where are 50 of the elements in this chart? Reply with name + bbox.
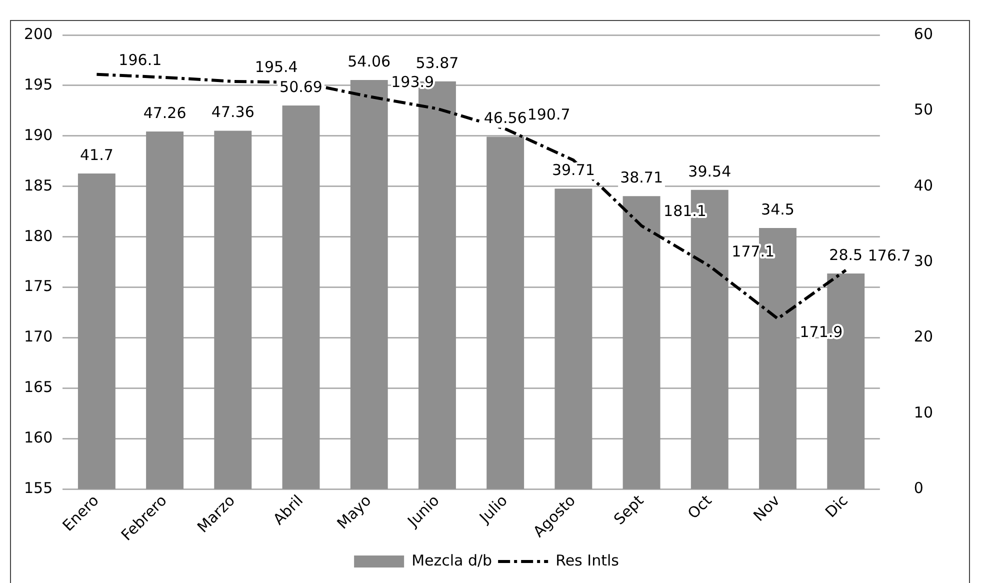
y-tick-label: 180 <box>24 226 53 245</box>
y2-tick-label: 50 <box>914 100 934 119</box>
data-label: 34.5 <box>761 200 794 218</box>
y-tick-label: 200 <box>24 24 53 43</box>
data-label: 39.71 <box>552 160 595 179</box>
y-tick-label: 155 <box>24 479 53 498</box>
data-label: 54.06 <box>348 52 391 70</box>
data-label: 28.5 <box>829 246 863 264</box>
data-label: 47.26 <box>143 104 186 122</box>
data-label: 38.71 <box>620 168 664 187</box>
y2-tick-label: 30 <box>914 252 934 270</box>
y-tick-label: 195 <box>24 75 53 94</box>
data-label: 190.7 <box>527 105 570 124</box>
y2-tick-label: 10 <box>914 403 934 422</box>
data-label: 193.9 <box>391 72 434 91</box>
y2-tick-label: 60 <box>914 24 934 43</box>
data-label: 53.87 <box>416 54 459 72</box>
y2-tick-label: 0 <box>914 479 924 498</box>
y-tick-label: 165 <box>24 378 53 396</box>
y-tick-label: 190 <box>24 126 53 144</box>
bar <box>486 136 524 490</box>
bar <box>146 131 184 490</box>
y2-tick-label: 20 <box>914 328 934 346</box>
x-tick-label: Oct <box>684 491 716 523</box>
bar <box>78 174 116 490</box>
data-label: 176.7 <box>868 246 911 265</box>
data-label: 181.1 <box>664 202 706 220</box>
data-label: 177.1 <box>732 242 775 261</box>
data-label: 50.69 <box>280 78 322 96</box>
legend-label: Res Intls <box>556 551 620 570</box>
y2-tick-label: 40 <box>914 176 934 194</box>
data-label: 47.36 <box>211 103 254 122</box>
legend-label: Mezcla d/b <box>412 551 492 570</box>
x-tick-label: Nov <box>750 491 784 525</box>
y-tick-label: 185 <box>24 176 53 194</box>
data-label: 39.54 <box>688 162 732 180</box>
data-label: 41.7 <box>80 146 114 164</box>
data-label: 46.56 <box>484 109 527 128</box>
x-tick-label: Dic <box>822 491 852 522</box>
data-label: 171.9 <box>800 323 843 342</box>
bar <box>554 188 592 490</box>
y-tick-label: 160 <box>24 428 53 447</box>
bar <box>214 130 252 490</box>
y-tick-label: 170 <box>24 328 53 346</box>
data-label: 195.4 <box>254 58 298 76</box>
bar <box>622 196 660 490</box>
bar <box>350 80 388 490</box>
data-label: 196.1 <box>118 50 162 69</box>
bar <box>282 105 320 490</box>
y-tick-label: 175 <box>24 277 53 296</box>
